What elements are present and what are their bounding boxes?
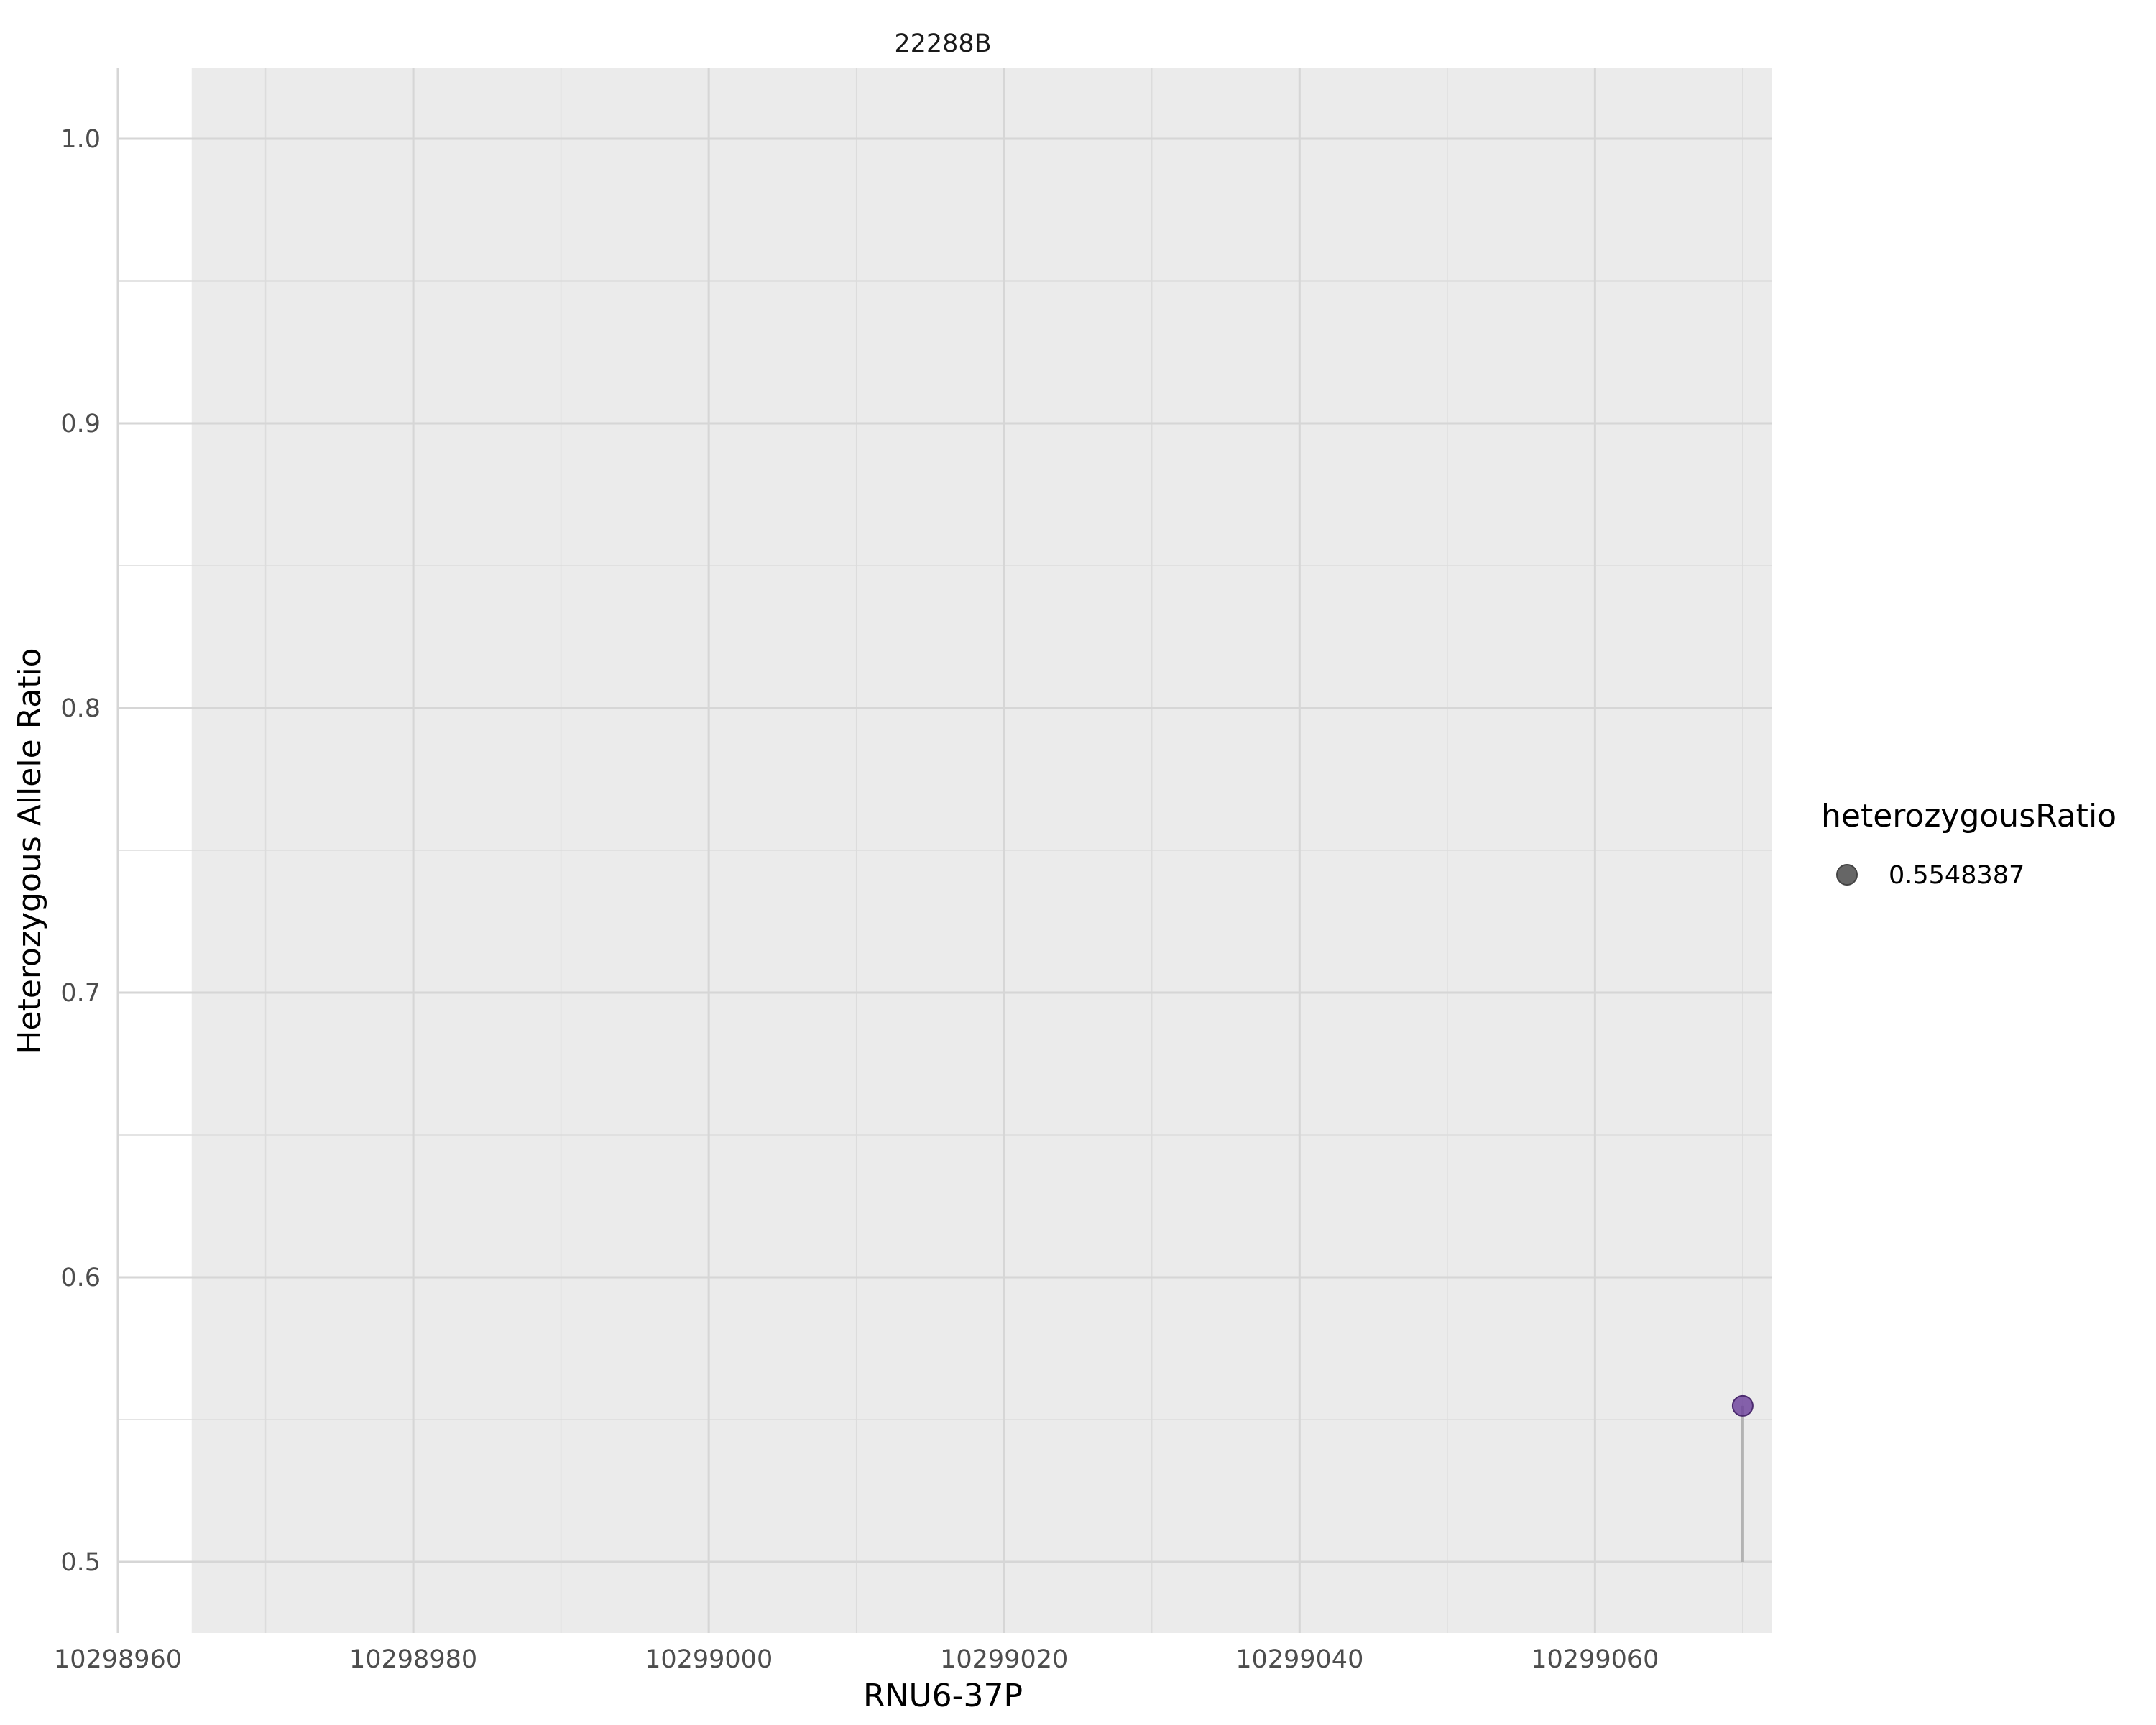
y-axis-title: Heterozygous Allele Ratio bbox=[11, 648, 48, 1054]
x-tick-label: 10299060 bbox=[1531, 1645, 1659, 1674]
legend-title: heterozygousRatio bbox=[1821, 798, 2116, 834]
x-tick-label: 10298980 bbox=[349, 1645, 477, 1674]
x-tick-label: 10299000 bbox=[645, 1645, 773, 1674]
data-point bbox=[1731, 1394, 1754, 1417]
facet-strip-label: 22288B bbox=[894, 29, 991, 58]
grid-layer bbox=[116, 68, 1772, 1633]
mark-layer bbox=[1731, 1394, 1754, 1562]
legend-entry-label: 0.5548387 bbox=[1889, 861, 2024, 890]
legend: heterozygousRatio 0.5548387 bbox=[1821, 798, 2116, 890]
y-tick-label: 0.6 bbox=[60, 1264, 101, 1292]
y-tick-label: 0.5 bbox=[60, 1548, 101, 1577]
y-tick-label: 1.0 bbox=[60, 125, 101, 154]
y-tick-label: 0.7 bbox=[60, 979, 101, 1008]
x-axis-title: RNU6-37P bbox=[863, 1678, 1023, 1714]
y-tick-label: 0.9 bbox=[60, 410, 101, 438]
x-tick-label: 10299020 bbox=[940, 1645, 1068, 1674]
y-tick-label: 0.8 bbox=[60, 694, 101, 723]
x-tick-label: 10299040 bbox=[1235, 1645, 1363, 1674]
legend-key-circle bbox=[1836, 864, 1858, 886]
x-tick-label: 10298960 bbox=[54, 1645, 182, 1674]
tick-label-layer: 10298960 10298980 10299000 10299020 10299040… bbox=[54, 125, 1659, 1674]
